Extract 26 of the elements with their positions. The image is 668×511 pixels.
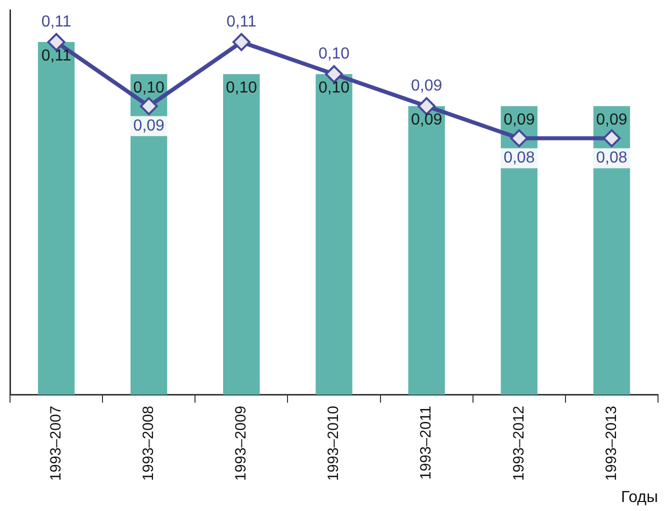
- data-label: 0,09: [411, 78, 442, 95]
- data-label: 0,09: [504, 112, 535, 129]
- x-tick-label: 1993–2012: [510, 406, 528, 481]
- data-label: 0,11: [226, 13, 257, 30]
- x-tick-label: 1993–2011: [418, 406, 435, 480]
- point: [510, 129, 528, 148]
- point: [140, 97, 158, 116]
- data-label: 0,11: [41, 13, 72, 30]
- x-axis-title: Годы: [621, 488, 658, 506]
- data-label: 0,10: [318, 46, 350, 63]
- data-label: 0,10: [133, 80, 165, 97]
- x-tick-label: 1993–2010: [325, 406, 342, 481]
- data-label: 0,11: [41, 47, 72, 64]
- data-label: 0,09: [596, 112, 628, 129]
- x-tick-label: 1993–2009: [232, 406, 250, 481]
- data-label: 0,09: [133, 118, 165, 135]
- x-tick-label: 1993–2008: [140, 406, 157, 481]
- data-label: 0,09: [411, 112, 442, 129]
- data-label: 0,08: [596, 150, 628, 167]
- point: [602, 129, 621, 148]
- x-tick-label: 1993–2007: [47, 406, 64, 481]
- data-label: 0,08: [504, 150, 535, 167]
- data-label: 0,10: [226, 80, 258, 97]
- point: [232, 33, 250, 52]
- data-label: 0,10: [318, 80, 350, 97]
- x-tick-label: 1993–2013: [602, 406, 620, 481]
